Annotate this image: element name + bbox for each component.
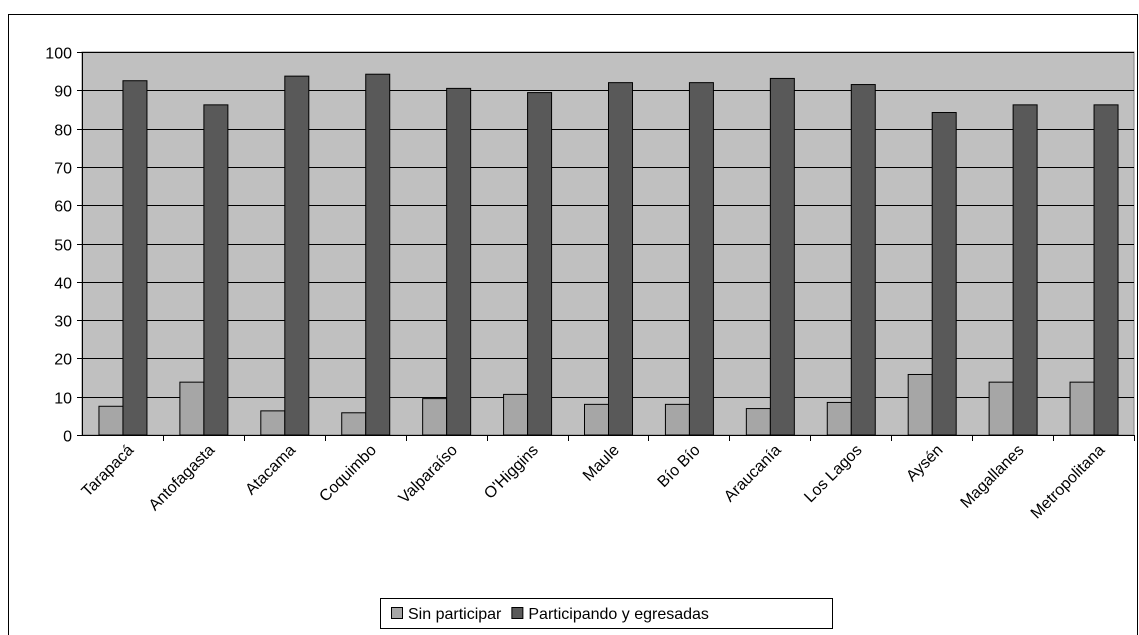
legend-label-0: Sin participar [408, 606, 502, 623]
y-tick-label: 60 [54, 199, 72, 216]
legend-label-1: Participando y egresadas [528, 606, 709, 623]
bar-sin-participar-6 [584, 403, 609, 436]
bar-participando-12 [1093, 104, 1119, 436]
bar-participando-9 [850, 84, 876, 436]
bar-sin-participar-3 [341, 412, 367, 436]
legend-swatch-0 [391, 607, 403, 619]
bar-sin-participar-12 [1069, 381, 1095, 436]
bar-sin-participar-8 [745, 408, 771, 436]
y-tick-label: 10 [54, 391, 72, 408]
bar-sin-participar-5 [503, 393, 529, 436]
legend: Sin participar Participando y egresadas [380, 598, 833, 629]
bar-participando-11 [1012, 104, 1038, 436]
bar-sin-participar-10 [907, 373, 933, 436]
y-tick-label: 50 [54, 238, 72, 255]
bar-sin-participar-9 [826, 401, 852, 436]
bar-sin-participar-2 [260, 410, 286, 436]
bar-participando-7 [688, 82, 714, 436]
y-tick-labels: 0 10 20 30 40 50 60 70 80 90 100 [45, 46, 72, 446]
bar-sin-participar-4 [422, 398, 448, 436]
y-tick-label: 40 [54, 276, 72, 293]
bar-participando-6 [608, 82, 633, 436]
bar-participando-4 [446, 87, 472, 436]
bar-participando-0 [122, 80, 148, 436]
legend-box [380, 598, 833, 629]
bar-participando-3 [365, 73, 391, 436]
bar-participando-8 [769, 77, 795, 436]
bar-participando-10 [931, 112, 957, 436]
y-tick-label: 80 [54, 123, 72, 140]
y-tick-label: 70 [54, 161, 72, 178]
bar-participando-2 [284, 75, 310, 436]
y-tick-label: 30 [54, 314, 72, 331]
bar-sin-participar-0 [98, 405, 124, 436]
y-tick-label: 90 [54, 84, 72, 101]
bar-participando-1 [203, 104, 229, 436]
bar-sin-participar-11 [988, 381, 1014, 436]
y-tick-label: 100 [45, 46, 72, 63]
axes [77, 52, 1135, 441]
y-tick-label: 0 [63, 429, 72, 446]
bar-sin-participar-7 [664, 403, 690, 436]
y-tick-label: 20 [54, 352, 72, 369]
legend-swatch-1 [511, 607, 524, 619]
bar-participando-5 [527, 92, 553, 436]
bar-sin-participar-1 [179, 381, 205, 436]
bars [98, 73, 1119, 436]
